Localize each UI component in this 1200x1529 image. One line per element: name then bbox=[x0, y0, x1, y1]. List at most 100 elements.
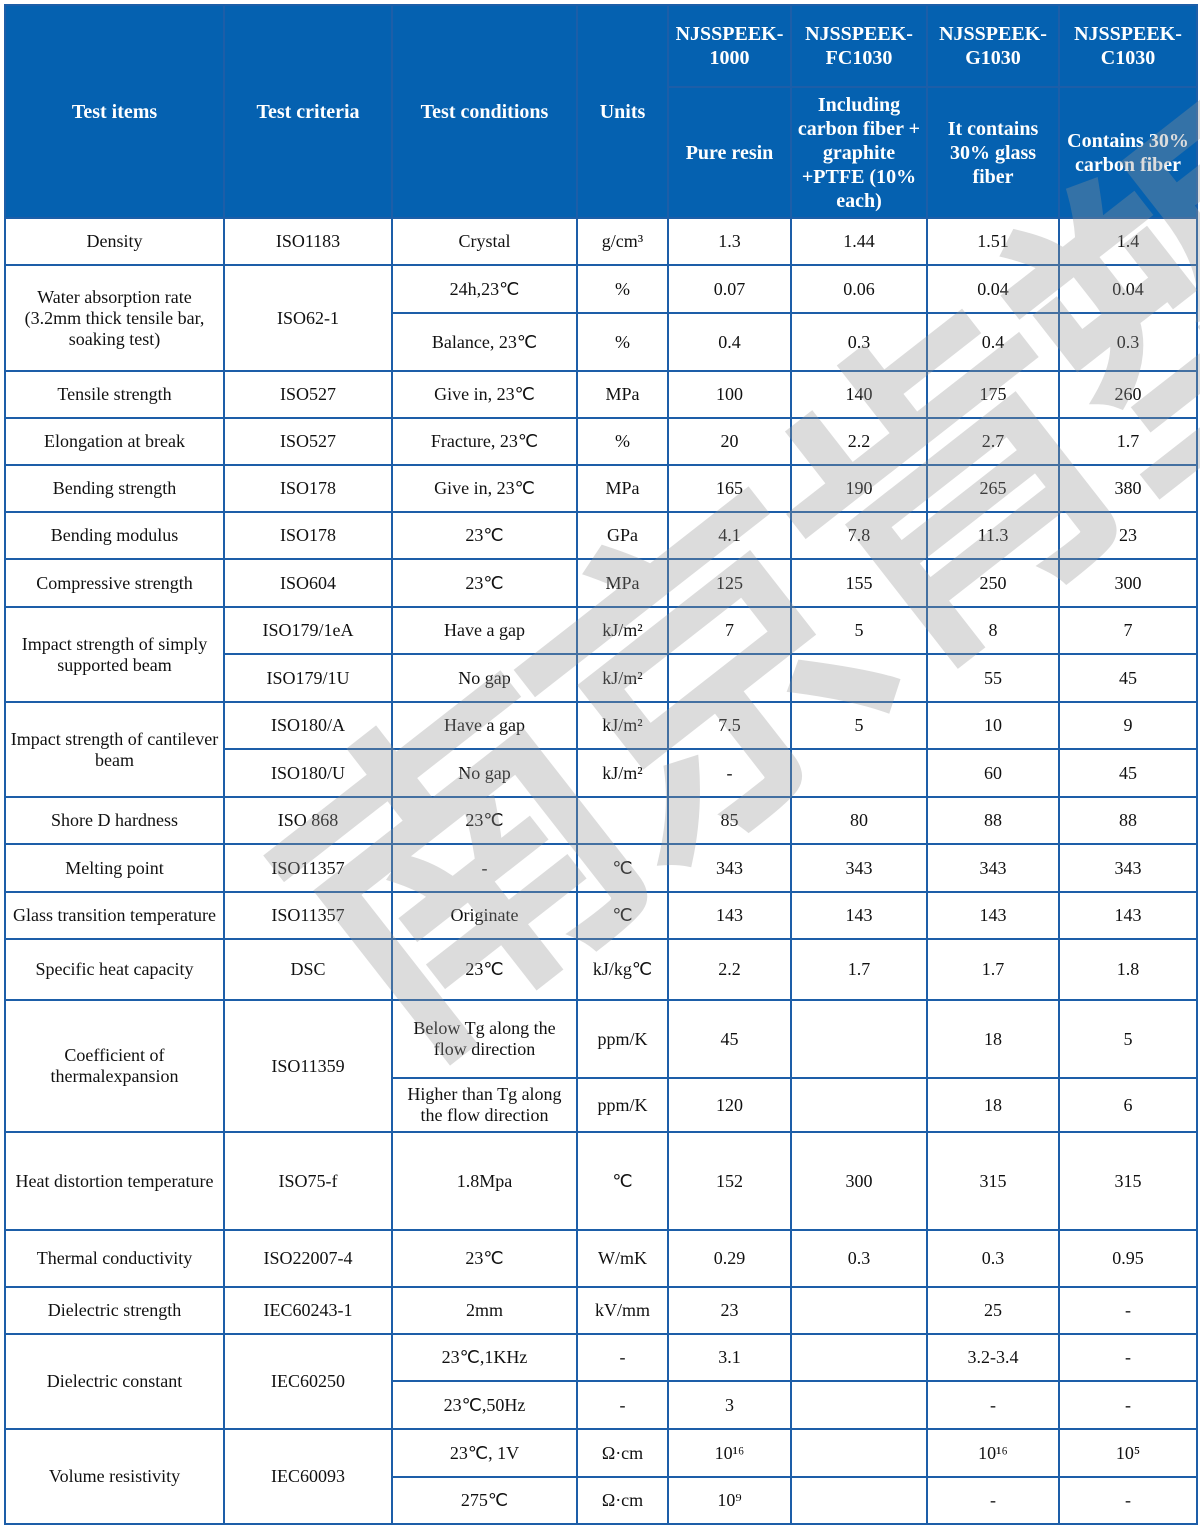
table-cell: 143 bbox=[1058, 891, 1198, 940]
table-cell: Bending strength bbox=[4, 464, 225, 513]
table-cell: IEC60093 bbox=[223, 1428, 393, 1525]
table-cell: IEC60243-1 bbox=[223, 1286, 393, 1335]
table-cell: 23 bbox=[667, 1286, 792, 1335]
table-cell: 23℃ bbox=[391, 938, 578, 1001]
table-cell: Higher than Tg along the flow direction bbox=[391, 1077, 578, 1133]
table-cell: 23℃ bbox=[391, 796, 578, 845]
table-cell bbox=[790, 1286, 928, 1335]
table-cell: ISO527 bbox=[223, 417, 393, 466]
table-cell: 343 bbox=[667, 843, 792, 893]
table-cell: 120 bbox=[667, 1077, 792, 1133]
table-cell: 140 bbox=[790, 370, 928, 419]
table-cell: Specific heat capacity bbox=[4, 938, 225, 1001]
table-row: Water absorption rate (3.2mm thick tensi… bbox=[4, 264, 1198, 372]
table-cell: Impact strength of cantilever beam bbox=[4, 701, 225, 798]
table-cell: Below Tg along the flow direction bbox=[391, 999, 578, 1079]
table-cell: 8 bbox=[926, 606, 1060, 655]
table-cell: Shore D hardness bbox=[4, 796, 225, 845]
table-cell: 23℃ bbox=[391, 558, 578, 608]
table-cell: Glass transition temperature bbox=[4, 891, 225, 940]
table-cell: 1.51 bbox=[926, 217, 1060, 266]
table-row: Elongation at break ISO527 Fracture, 23℃% 2… bbox=[4, 417, 1198, 466]
table-cell: Melting point bbox=[4, 843, 225, 893]
table-cell: ISO11357 bbox=[223, 891, 393, 940]
table-cell: ISO527 bbox=[223, 370, 393, 419]
table-cell: 7.5 bbox=[667, 701, 792, 750]
table-cell: MPa bbox=[576, 464, 669, 513]
table-cell: - bbox=[1058, 1286, 1198, 1335]
table-cell: 18 bbox=[926, 999, 1060, 1079]
table-row: Melting point ISO11357- ℃ 343 343 343 343 bbox=[4, 843, 1198, 893]
table-cell: - bbox=[926, 1476, 1060, 1525]
table-cell: Heat distortion temperature bbox=[4, 1131, 225, 1231]
header-product-description: Including carbon fiber + graphite +PTFE … bbox=[790, 86, 928, 219]
table-cell: g/cm³ bbox=[576, 217, 669, 266]
table-cell: ISO179/1eA bbox=[223, 606, 393, 655]
table-cell: ISO1183 bbox=[223, 217, 393, 266]
table-cell: - bbox=[667, 748, 792, 798]
table-cell: - bbox=[926, 1380, 1060, 1430]
table-cell: 260 bbox=[1058, 370, 1198, 419]
header-units: Units bbox=[576, 4, 669, 219]
table-cell: ISO62-1 bbox=[223, 264, 393, 372]
table-cell: 23℃,50Hz bbox=[391, 1380, 578, 1430]
table-cell: 23 bbox=[1058, 511, 1198, 560]
table-cell: Water absorption rate (3.2mm thick tensi… bbox=[4, 264, 225, 372]
table-cell: ℃ bbox=[576, 891, 669, 940]
table-cell: 152 bbox=[667, 1131, 792, 1231]
table-cell: 7 bbox=[667, 606, 792, 655]
table-cell: 1.3 bbox=[667, 217, 792, 266]
table-cell: ISO 868 bbox=[223, 796, 393, 845]
table-cell: 143 bbox=[790, 891, 928, 940]
table-cell: Elongation at break bbox=[4, 417, 225, 466]
header-test-items: Test items bbox=[4, 4, 225, 219]
table-cell: MPa bbox=[576, 370, 669, 419]
table-cell: No gap bbox=[391, 748, 578, 798]
table-cell bbox=[790, 748, 928, 798]
table-cell: 88 bbox=[1058, 796, 1198, 845]
table-cell: Fracture, 23℃ bbox=[391, 417, 578, 466]
table-cell: 343 bbox=[1058, 843, 1198, 893]
header-product-description: Pure resin bbox=[667, 86, 792, 219]
table-cell: 18 bbox=[926, 1077, 1060, 1133]
table-cell: 250 bbox=[926, 558, 1060, 608]
table-cell: 380 bbox=[1058, 464, 1198, 513]
table-cell: 5 bbox=[790, 606, 928, 655]
table-cell: 125 bbox=[667, 558, 792, 608]
table-cell: 2.2 bbox=[790, 417, 928, 466]
table-cell: 9 bbox=[1058, 701, 1198, 750]
table-cell: 1.7 bbox=[790, 938, 928, 1001]
table-row: Volume resistivity IEC60093 23℃, 1V Ω·cm 10¹… bbox=[4, 1428, 1198, 1525]
table-row: ISO180/U No gap kJ/m² - 60 45 bbox=[5, 748, 1198, 798]
table-cell: kJ/kg℃ bbox=[576, 938, 669, 1001]
table-cell: Density bbox=[4, 217, 225, 266]
table-cell: 23℃,1KHz bbox=[391, 1333, 578, 1382]
table-cell: % bbox=[576, 417, 669, 466]
table-cell: 3 bbox=[667, 1380, 792, 1430]
table-cell: kJ/m² bbox=[576, 748, 669, 798]
table-cell: Thermal conductivity bbox=[4, 1229, 225, 1288]
table-cell: 0.3 bbox=[790, 1229, 928, 1288]
table-cell: 300 bbox=[790, 1131, 928, 1231]
table-cell: W/mK bbox=[576, 1229, 669, 1288]
properties-table: Test items Test criteria Test conditions… bbox=[4, 4, 1198, 1525]
table-cell bbox=[790, 1333, 928, 1382]
table-row: Dielectric strength IEC60243-1 2mm kV/mm 23 2… bbox=[4, 1286, 1198, 1335]
table-cell: 1.8 bbox=[1058, 938, 1198, 1001]
table-cell: 3.2-3.4 bbox=[926, 1333, 1060, 1382]
table-cell: 23℃ bbox=[391, 511, 578, 560]
table-cell: 25 bbox=[926, 1286, 1060, 1335]
table-row: Tensile strength ISO527 Give in, 23℃ MPa 100… bbox=[4, 370, 1198, 419]
table-cell: 100 bbox=[667, 370, 792, 419]
table-cell: ISO22007-4 bbox=[223, 1229, 393, 1288]
table-cell: Give in, 23℃ bbox=[391, 370, 578, 419]
table-cell: Crystal bbox=[391, 217, 578, 266]
table-cell: 175 bbox=[926, 370, 1060, 419]
table-cell bbox=[790, 1077, 928, 1133]
table-cell: 7 bbox=[1058, 606, 1198, 655]
table-cell: 2.7 bbox=[926, 417, 1060, 466]
table-cell: ISO178 bbox=[223, 511, 393, 560]
table-cell: kJ/m² bbox=[576, 653, 669, 703]
table-cell: 45 bbox=[1058, 653, 1198, 703]
table-cell: 10¹⁶ bbox=[926, 1428, 1060, 1478]
